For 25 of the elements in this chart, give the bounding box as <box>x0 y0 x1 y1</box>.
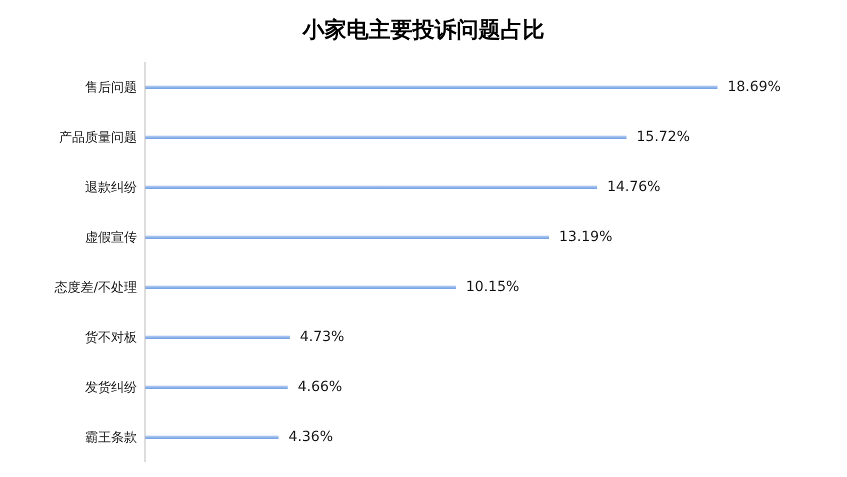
data-label: 4.66% <box>298 379 342 395</box>
bar <box>145 385 288 389</box>
data-label: 14.76% <box>607 179 660 195</box>
data-label: 4.36% <box>288 429 334 445</box>
bar <box>145 435 279 439</box>
chart-title: 小家电主要投诉问题占比 <box>301 16 546 45</box>
y-tick-label: 售后问题 <box>85 80 137 96</box>
y-tick-label: 货不对板 <box>85 330 137 346</box>
data-label: 18.69% <box>727 79 781 95</box>
y-tick-label: 态度差/不处理 <box>54 280 137 296</box>
bar <box>145 285 456 289</box>
data-label: 10.15% <box>466 279 520 295</box>
y-tick-label: 虚假宣传 <box>85 230 137 246</box>
bar <box>145 85 718 89</box>
data-label: 15.72% <box>636 129 690 145</box>
bar <box>145 185 598 189</box>
data-label: 13.19% <box>559 229 612 245</box>
y-tick-label: 退款纠纷 <box>85 180 137 196</box>
bar <box>145 135 627 139</box>
bar <box>145 335 290 339</box>
y-tick-label: 发货纠纷 <box>85 380 137 396</box>
y-tick-label: 霸王条款 <box>85 430 137 446</box>
bar <box>145 235 550 239</box>
data-label: 4.73% <box>300 329 344 345</box>
y-tick-label: 产品质量问题 <box>59 130 137 146</box>
